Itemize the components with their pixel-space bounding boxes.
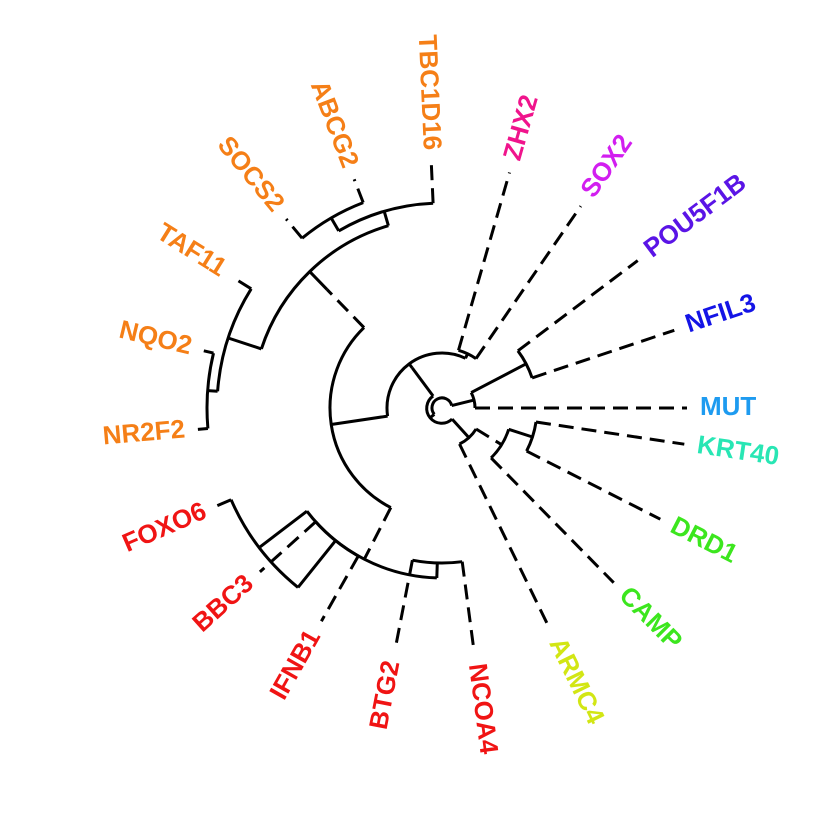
leaf-label-ncoa4: NCOA4 bbox=[463, 662, 505, 757]
leaf-branch bbox=[516, 259, 639, 352]
cluster-arc bbox=[412, 558, 463, 565]
cluster-arc bbox=[385, 351, 467, 417]
leaf-branch bbox=[233, 276, 252, 291]
leaf-branch bbox=[203, 349, 214, 355]
leaf-branch bbox=[429, 163, 435, 204]
branch-stem bbox=[470, 362, 527, 394]
leaf-branch bbox=[197, 427, 209, 431]
leaf-branch bbox=[258, 520, 317, 574]
leaf-label-bbc3: BBC3 bbox=[186, 568, 259, 638]
leaf-branch bbox=[535, 420, 685, 446]
leaf-branch bbox=[474, 205, 583, 360]
leaf-branch bbox=[490, 456, 615, 584]
cluster-arc bbox=[301, 201, 364, 240]
branch-stem bbox=[382, 210, 390, 227]
branch-stem bbox=[326, 288, 366, 329]
leaf-label-zhx2: ZHX2 bbox=[497, 91, 544, 163]
leaf-label-krt40: KRT40 bbox=[695, 429, 781, 471]
leaf-branch bbox=[531, 328, 675, 380]
leaf-label-nr2f2: NR2F2 bbox=[101, 413, 186, 450]
leaf-branch bbox=[460, 561, 476, 652]
leaf-label-armc4: ARMC4 bbox=[544, 632, 612, 729]
leaf-label-ifnb1: IFNB1 bbox=[263, 624, 326, 704]
leaf-label-nqo2: NQO2 bbox=[116, 314, 195, 360]
branch-stem bbox=[330, 414, 388, 426]
leaf-branch bbox=[285, 218, 304, 240]
leaf-label-taf11: TAF11 bbox=[152, 216, 232, 282]
cluster-arc bbox=[469, 391, 477, 409]
leaf-label-btg2: BTG2 bbox=[363, 658, 406, 732]
leaf-label-socs2: SOCS2 bbox=[212, 130, 291, 217]
leaf-branch bbox=[216, 498, 232, 508]
leaf-label-abcg2: ABCG2 bbox=[305, 76, 366, 172]
cluster-arc bbox=[425, 394, 454, 425]
branch-stem bbox=[227, 336, 262, 351]
branch-stem bbox=[508, 427, 533, 439]
cluster-arc bbox=[305, 510, 437, 580]
branch-stem bbox=[308, 270, 329, 291]
cluster-arc bbox=[430, 396, 454, 416]
leaf-label-nfil3: NFIL3 bbox=[681, 287, 759, 338]
branch-stem bbox=[207, 389, 218, 393]
branch-stem bbox=[408, 363, 414, 369]
leaf-label-mut: MUT bbox=[700, 391, 756, 421]
leaf-label-pou5f1b: POU5F1B bbox=[638, 167, 752, 263]
branch-stem bbox=[435, 562, 439, 578]
branch-stem bbox=[362, 506, 393, 560]
leaf-branch bbox=[352, 178, 365, 204]
leaf-label-tbc1d16: TBC1D16 bbox=[413, 34, 448, 151]
branch-stem bbox=[258, 510, 308, 549]
leaf-branch bbox=[458, 443, 551, 629]
branch-stem bbox=[410, 367, 435, 397]
leaf-label-foxo6: FOXO6 bbox=[118, 495, 211, 558]
leaf-label-sox2: SOX2 bbox=[574, 129, 638, 203]
branch-stem bbox=[451, 398, 475, 408]
branch-stem bbox=[475, 427, 503, 446]
dendrogram-edges bbox=[197, 163, 687, 652]
cluster-arc bbox=[516, 349, 534, 379]
leaf-label-drd1: DRD1 bbox=[666, 510, 743, 569]
leaf-branch bbox=[320, 555, 360, 622]
branch-stem bbox=[450, 418, 471, 439]
leaf-label-camp: CAMP bbox=[614, 580, 689, 656]
leaf-branch bbox=[525, 449, 661, 521]
leaf-branch bbox=[457, 172, 511, 351]
branch-stem bbox=[296, 539, 337, 589]
branch-stem bbox=[329, 217, 340, 232]
